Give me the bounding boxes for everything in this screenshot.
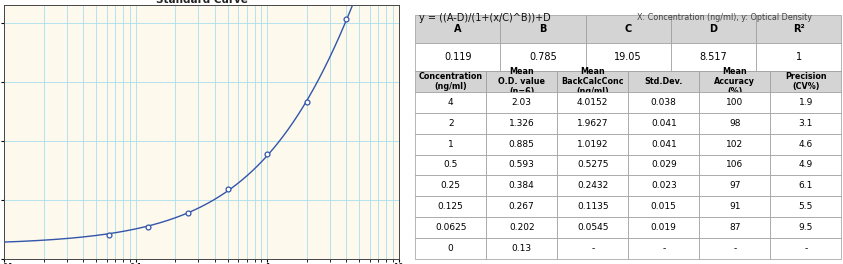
Text: X: Concentration (ng/ml), y: Optical Density: X: Concentration (ng/ml), y: Optical Den… bbox=[636, 13, 812, 22]
Text: y = ((A-D)/(1+(x/C)^B))+D: y = ((A-D)/(1+(x/C)^B))+D bbox=[420, 13, 551, 23]
Title: Standard Curve: Standard Curve bbox=[156, 0, 248, 4]
